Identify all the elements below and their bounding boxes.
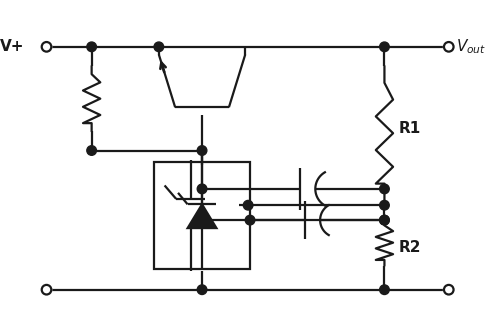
Circle shape (42, 42, 51, 52)
Circle shape (197, 285, 206, 294)
Circle shape (379, 184, 388, 194)
Polygon shape (187, 204, 216, 228)
Circle shape (197, 184, 206, 194)
Circle shape (87, 146, 96, 155)
Circle shape (443, 42, 453, 52)
Text: R2: R2 (398, 240, 420, 255)
Circle shape (245, 215, 255, 225)
Circle shape (379, 42, 388, 52)
Circle shape (197, 215, 206, 225)
Circle shape (154, 42, 163, 52)
Circle shape (443, 285, 453, 294)
Text: $V_{out}$: $V_{out}$ (455, 37, 485, 56)
Circle shape (379, 215, 388, 225)
Circle shape (379, 285, 388, 294)
Circle shape (197, 146, 206, 155)
Text: V+: V+ (0, 39, 25, 54)
Text: R1: R1 (398, 121, 420, 136)
Circle shape (243, 201, 253, 210)
Circle shape (87, 42, 96, 52)
Circle shape (379, 201, 388, 210)
Circle shape (42, 285, 51, 294)
Bar (154, 162, 249, 268)
Circle shape (379, 215, 388, 225)
